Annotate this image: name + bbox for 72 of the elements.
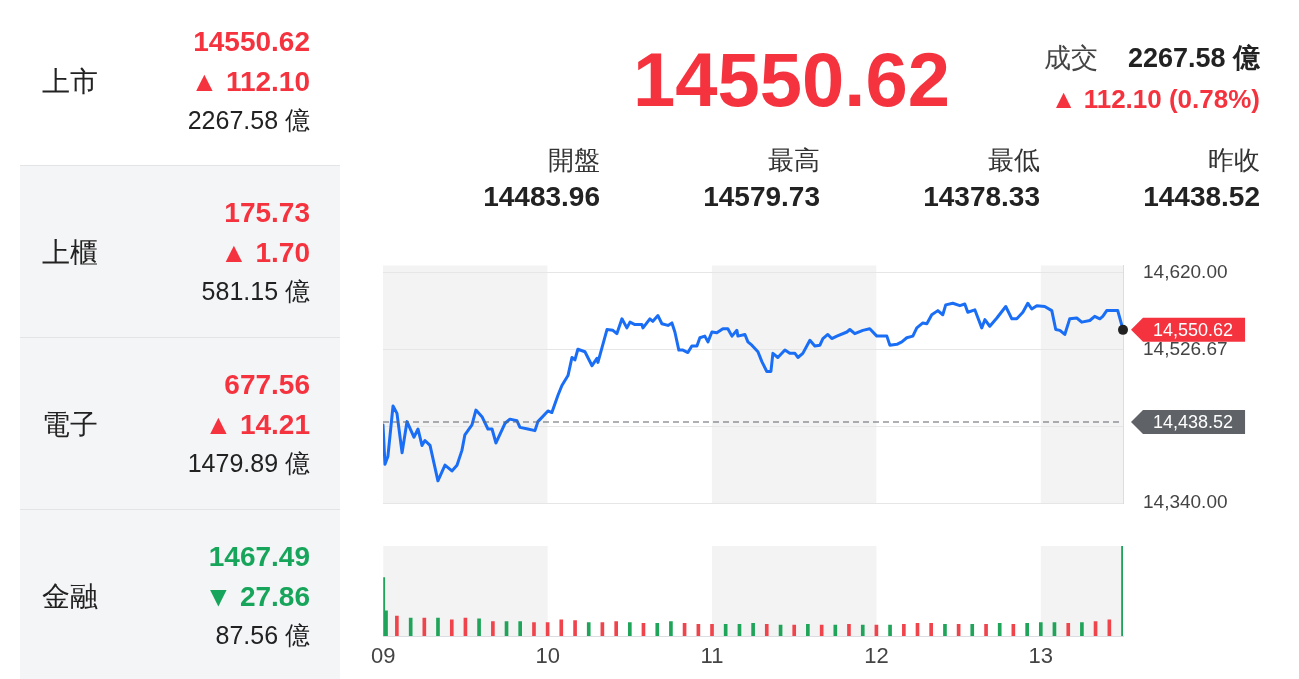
annotation: 14,550.62 [1153,319,1234,340]
ref-line-label: 14,438.52 [1153,411,1234,432]
bar [614,621,619,636]
bar [860,624,865,636]
bar [1066,623,1071,636]
bar [984,623,988,636]
bar [491,621,495,636]
text: 電子 [42,409,98,440]
bar [573,620,577,636]
text: 2267.58 億 [187,105,310,134]
text: 677.56 [224,369,310,400]
bar [888,624,892,636]
bar [532,622,536,636]
y-tick-label: 14,340.00 [1143,491,1228,513]
bar [847,623,851,636]
text: 14438.52 [1143,181,1260,212]
bar [449,619,454,636]
text: 上櫃 [42,237,98,268]
bar [1038,622,1043,636]
text: 1467.49 [208,541,310,572]
text: ▲ 112.10 [190,66,310,97]
bar [929,623,933,636]
x-tick-label: 11 [700,643,724,669]
bar [710,623,714,636]
text: 14550.62 [193,26,310,57]
text: ▲ 1.70 [220,237,310,268]
text: 最高 [768,145,820,175]
bar [1080,622,1084,636]
text: 2267.58 億 [1127,42,1260,73]
bar [395,615,399,636]
bar [518,621,522,636]
text: 1479.89 億 [187,448,310,477]
text: 上市 [42,66,98,97]
bar [970,623,975,636]
text: 87.56 億 [215,620,310,649]
text: ▼ 27.86 [204,581,310,612]
text: 14483.96 [483,181,600,212]
bar [997,623,1002,636]
text: ▲ 112.10 (0.78%) [1050,84,1260,114]
text: 最低 [988,145,1040,175]
text: 14579.73 [703,181,820,212]
x-tick-label: 10 [535,643,560,669]
bar [764,623,769,636]
x-tick-label: 12 [864,643,889,669]
bar [833,624,838,636]
bar [408,617,413,636]
bar [792,624,797,636]
x-tick-label: 13 [1028,643,1054,669]
text: 581.15 億 [201,276,310,305]
text: 14378.33 [923,181,1040,212]
bar [943,623,947,636]
bar [627,622,632,636]
y-tick-label: 14,526.67 [1143,337,1228,359]
text: 175.73 [224,197,310,228]
bar [806,623,810,636]
bar [1025,623,1029,636]
text: 開盤 [548,145,600,175]
bar [477,618,481,636]
bar [586,622,591,636]
text: 金融 [42,581,98,612]
x-tick-label: 09 [370,643,396,669]
text: ▲ 14.21 [204,409,310,440]
bar [902,623,906,636]
bar [655,623,660,636]
text: 14550.62 [633,37,950,122]
bar [559,619,564,636]
text: 成交 [1044,42,1098,73]
bar [436,617,440,636]
bar [751,623,755,636]
y-tick-label: 14,620.00 [1143,261,1228,283]
text: 昨收 [1208,145,1260,175]
bar [669,621,673,636]
